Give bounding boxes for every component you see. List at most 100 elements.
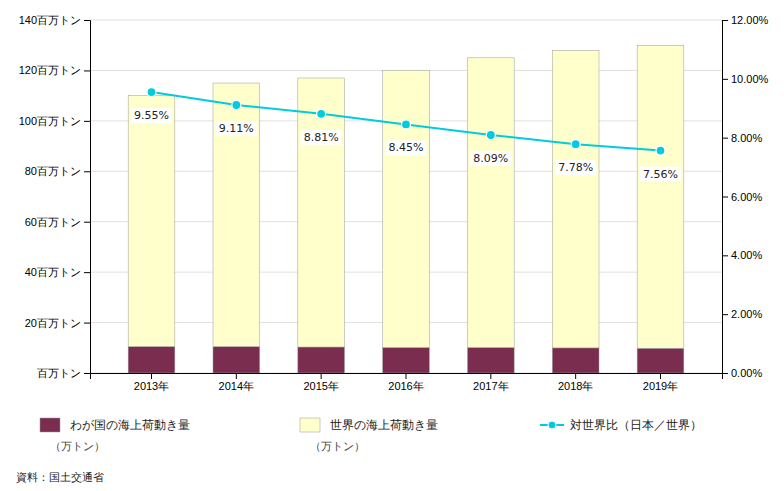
- tick-mark: [84, 373, 90, 374]
- y2-axis: 0.00% 2.00% 4.00% 6.00% 8.00% 10.00% 12.00%: [722, 14, 769, 379]
- tick-label: 2014年: [219, 380, 254, 392]
- tick-mark: [84, 20, 90, 21]
- data-label: 8.09%: [473, 152, 508, 165]
- tick-mark: [722, 20, 728, 21]
- legend-swatch: [300, 418, 320, 432]
- data-label: 7.56%: [643, 168, 678, 181]
- chart: 9.55% 9.11% 8.81% 8.45% 8.09% 7.78% 7.56% 2013年…: [0, 0, 784, 491]
- marker: [402, 120, 411, 129]
- marker: [317, 109, 326, 118]
- bar: [128, 96, 175, 347]
- tick-mark: [722, 79, 728, 80]
- data-label: 9.55%: [134, 109, 169, 122]
- marker: [486, 131, 495, 140]
- legend-label: 対世界比（日本／世界）: [570, 418, 702, 432]
- data-label-bg: [640, 167, 681, 182]
- tick: 百万トン: [37, 367, 90, 379]
- bar: [637, 45, 684, 348]
- tick: 2018年: [558, 373, 593, 392]
- tick-label: 40百万トン: [25, 266, 81, 278]
- tick-mark: [84, 222, 90, 223]
- tick-label: 2013年: [134, 380, 169, 392]
- tick-mark: [236, 373, 237, 379]
- legend-marker: [548, 421, 556, 429]
- tick-label: 2018年: [558, 380, 593, 392]
- tick: 120百万トン: [19, 64, 90, 76]
- marker: [656, 146, 665, 155]
- tick: 2019年: [643, 373, 678, 392]
- data-labels: 9.55% 9.11% 8.81% 8.45% 8.09% 7.78% 7.56%: [131, 108, 681, 182]
- tick-label: 10.00%: [731, 73, 769, 85]
- tick: 2015年: [303, 373, 338, 392]
- data-label: 8.45%: [389, 141, 424, 154]
- tick: 12.00%: [722, 14, 769, 26]
- data-label-bg: [555, 160, 596, 175]
- data-label-bg: [386, 140, 427, 155]
- tick: 140百万トン: [19, 14, 90, 26]
- marker: [232, 101, 241, 110]
- tick-label: 6.00%: [731, 191, 762, 203]
- y-axis: 百万トン20百万トン40百万トン60百万トン80百万トン100百万トン120百万…: [19, 14, 91, 379]
- tick-mark: [84, 121, 90, 122]
- data-label: 7.78%: [558, 161, 593, 174]
- marker: [571, 140, 580, 149]
- tick-mark: [84, 70, 90, 71]
- tick: 100百万トン: [19, 115, 90, 127]
- marker: [147, 88, 156, 97]
- data-label-group: 9.55%: [131, 108, 172, 123]
- tick: 2017年: [473, 373, 508, 392]
- tick: 8.00%: [722, 132, 762, 144]
- data-label-group: 7.56%: [640, 167, 681, 182]
- legend-note: （万トン）: [50, 440, 105, 453]
- tick-label: 8.00%: [731, 132, 762, 144]
- tick-mark: [406, 373, 407, 379]
- tick-mark: [722, 197, 728, 198]
- source: 資料：国土交通省: [16, 471, 104, 484]
- bar: [298, 347, 345, 373]
- x-axis: 2013年 2014年 2015年 2016年 2017年 2018年 2019年: [91, 373, 723, 392]
- tick: 2016年: [388, 373, 423, 392]
- tick-mark: [84, 272, 90, 273]
- bar: [552, 348, 599, 373]
- legend-label: 世界の海上荷動き量: [330, 418, 438, 432]
- legend: わが国の海上荷動き量 世界の海上荷動き量 対世界比（日本／世界） （万トン） （万トン）: [40, 418, 702, 454]
- tick: 10.00%: [722, 73, 769, 85]
- tick-mark: [151, 373, 152, 379]
- tick-mark: [660, 373, 661, 379]
- data-label-bg: [301, 130, 342, 145]
- data-label: 9.11%: [219, 122, 254, 135]
- tick-mark: [722, 314, 728, 315]
- legend-item: 対世界比（日本／世界）: [540, 418, 702, 432]
- tick-mark: [575, 373, 576, 379]
- data-label-group: 8.81%: [301, 130, 342, 145]
- data-label-group: 9.11%: [216, 121, 257, 136]
- tick: 0.00%: [722, 367, 762, 379]
- tick: 60百万トン: [25, 216, 90, 228]
- axis-line: [723, 21, 729, 374]
- tick: 4.00%: [722, 249, 762, 261]
- bar: [468, 58, 515, 348]
- bar: [552, 50, 599, 348]
- tick-label: 120百万トン: [19, 64, 81, 76]
- legend-label: わが国の海上荷動き量: [70, 418, 190, 432]
- legend-note: （万トン）: [310, 440, 365, 453]
- tick: 2013年: [134, 373, 169, 392]
- tick-mark: [722, 373, 728, 374]
- markers: [147, 88, 665, 156]
- tick-label: 百万トン: [37, 367, 81, 379]
- axis-line: [91, 374, 723, 380]
- tick-label: 80百万トン: [25, 165, 81, 177]
- tick-label: 140百万トン: [19, 14, 81, 26]
- legend-item: 世界の海上荷動き量: [300, 418, 438, 433]
- tick: 6.00%: [722, 191, 762, 203]
- bar: [213, 83, 260, 347]
- tick-label: 60百万トン: [25, 216, 81, 228]
- data-label-group: 7.78%: [555, 160, 596, 175]
- tick-mark: [722, 255, 728, 256]
- tick-label: 2015年: [303, 380, 338, 392]
- tick: 2014年: [219, 373, 254, 392]
- tick: 80百万トン: [25, 165, 90, 177]
- bar: [128, 347, 175, 373]
- tick: 2.00%: [722, 308, 762, 320]
- tick-mark: [490, 373, 491, 379]
